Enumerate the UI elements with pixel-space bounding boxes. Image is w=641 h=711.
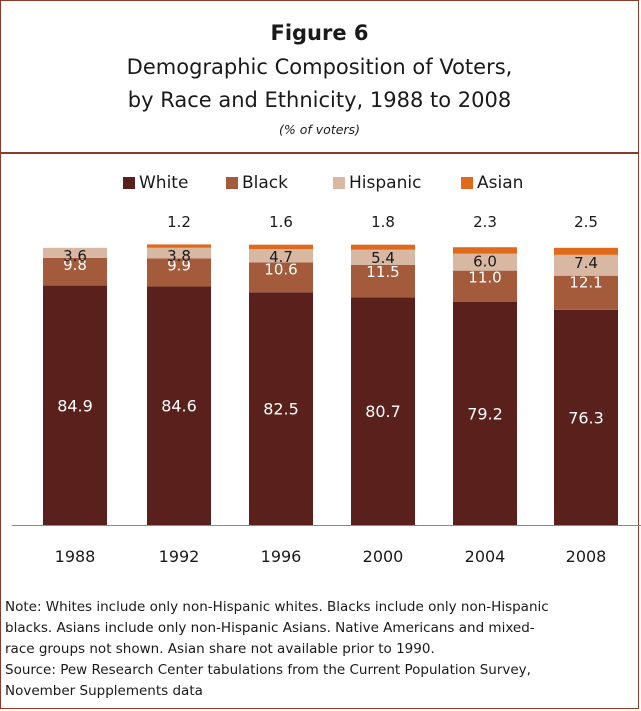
data-label-black-2008: 12.1 (569, 274, 602, 292)
bar-hispanic-1992 (147, 247, 211, 259)
bar-white-2000 (351, 297, 415, 525)
data-label-white-1996: 82.5 (263, 400, 299, 419)
data-label-black-1992: 9.9 (167, 257, 191, 275)
chart-title-line-1: Demographic Composition of Voters, (126, 55, 513, 79)
note-line-3: race groups not shown. Asian share not a… (5, 641, 435, 657)
bar-asian-1996 (249, 244, 313, 250)
note-line-2: blacks. Asians include only non-Hispanic… (5, 620, 535, 636)
source-line-2: November Supplements data (5, 683, 203, 699)
x-tick-label-2000: 2000 (363, 547, 404, 566)
data-label-hispanic-2000: 5.4 (371, 249, 395, 267)
chart-title-line-2: by Race and Ethnicity, 1988 to 2008 (127, 88, 512, 112)
figure-header: Figure 6 Demographic Composition of Vote… (1, 1, 638, 154)
legend-label-white: White (139, 173, 188, 193)
data-label-asian-1992: 1.2 (167, 213, 191, 231)
footnotes: Note: Whites include only non-Hispanic w… (5, 597, 641, 702)
bar-hispanic-2000 (351, 249, 415, 265)
legend-swatch-asian (461, 177, 473, 189)
chart-subtitle: (% of voters) (279, 122, 360, 137)
data-label-white-1988: 84.9 (57, 396, 93, 415)
data-label-white-2000: 80.7 (365, 402, 401, 421)
data-label-black-2004: 11.0 (468, 269, 501, 287)
legend-label-black: Black (242, 173, 288, 193)
legend-label-asian: Asian (477, 173, 523, 193)
bar-black-2004 (453, 270, 517, 302)
bar-black-2000 (351, 264, 415, 298)
bar-black-1996 (249, 262, 313, 293)
x-tick-label-2008: 2008 (566, 547, 607, 566)
data-label-hispanic-1992: 3.8 (167, 247, 191, 265)
bar-black-1988 (43, 257, 107, 286)
bar-black-1992 (147, 258, 211, 287)
data-label-hispanic-1996: 4.7 (269, 248, 293, 266)
bar-white-2004 (453, 301, 517, 525)
x-tick-label-1988: 1988 (55, 547, 96, 566)
legend-label-hispanic: Hispanic (349, 173, 421, 193)
x-tick-label-1992: 1992 (159, 547, 200, 566)
bar-white-1996 (249, 292, 313, 525)
data-label-black-1996: 10.6 (264, 260, 297, 278)
bar-hispanic-1996 (249, 249, 313, 263)
legend-swatch-black (226, 177, 238, 189)
data-label-asian-2008: 2.5 (574, 213, 598, 231)
legend-swatch-white (123, 177, 135, 189)
data-label-hispanic-2004: 6.0 (473, 253, 497, 271)
bar-hispanic-2008 (554, 254, 618, 276)
bar-white-1988 (43, 285, 107, 525)
data-label-white-1992: 84.6 (161, 397, 197, 416)
bar-hispanic-1988 (43, 247, 107, 258)
bar-asian-2008 (554, 247, 618, 255)
figure-label: Figure 6 (270, 21, 369, 45)
bar-asian-1992 (147, 244, 211, 248)
data-label-black-2000: 11.5 (366, 263, 399, 281)
bar-asian-2004 (453, 247, 517, 254)
x-tick-label-1996: 1996 (261, 547, 302, 566)
data-label-hispanic-2008: 7.4 (574, 254, 598, 272)
x-tick-label-2004: 2004 (465, 547, 506, 566)
data-label-asian-2000: 1.8 (371, 213, 395, 231)
bar-white-1992 (147, 286, 211, 525)
data-label-white-2008: 76.3 (568, 408, 604, 427)
data-label-asian-2004: 2.3 (473, 213, 497, 231)
bar-black-2008 (554, 275, 618, 310)
bar-hispanic-2004 (453, 253, 517, 271)
stacked-bar-chart: White Black Hispanic Asian 84.9 9.83.6 1988 84.… (12, 173, 641, 566)
bar-white-2008 (554, 309, 618, 525)
data-label-hispanic-1988: 3.6 (63, 247, 87, 265)
data-label-black-1988: 9.8 (63, 256, 87, 274)
legend-swatch-hispanic (333, 177, 345, 189)
bar-asian-2000 (351, 244, 415, 250)
note-line-1: Note: Whites include only non-Hispanic w… (5, 599, 549, 615)
data-label-asian-1996: 1.6 (269, 213, 293, 231)
data-label-white-2004: 79.2 (467, 404, 503, 423)
source-line-1: Source: Pew Research Center tabulations … (5, 662, 531, 678)
